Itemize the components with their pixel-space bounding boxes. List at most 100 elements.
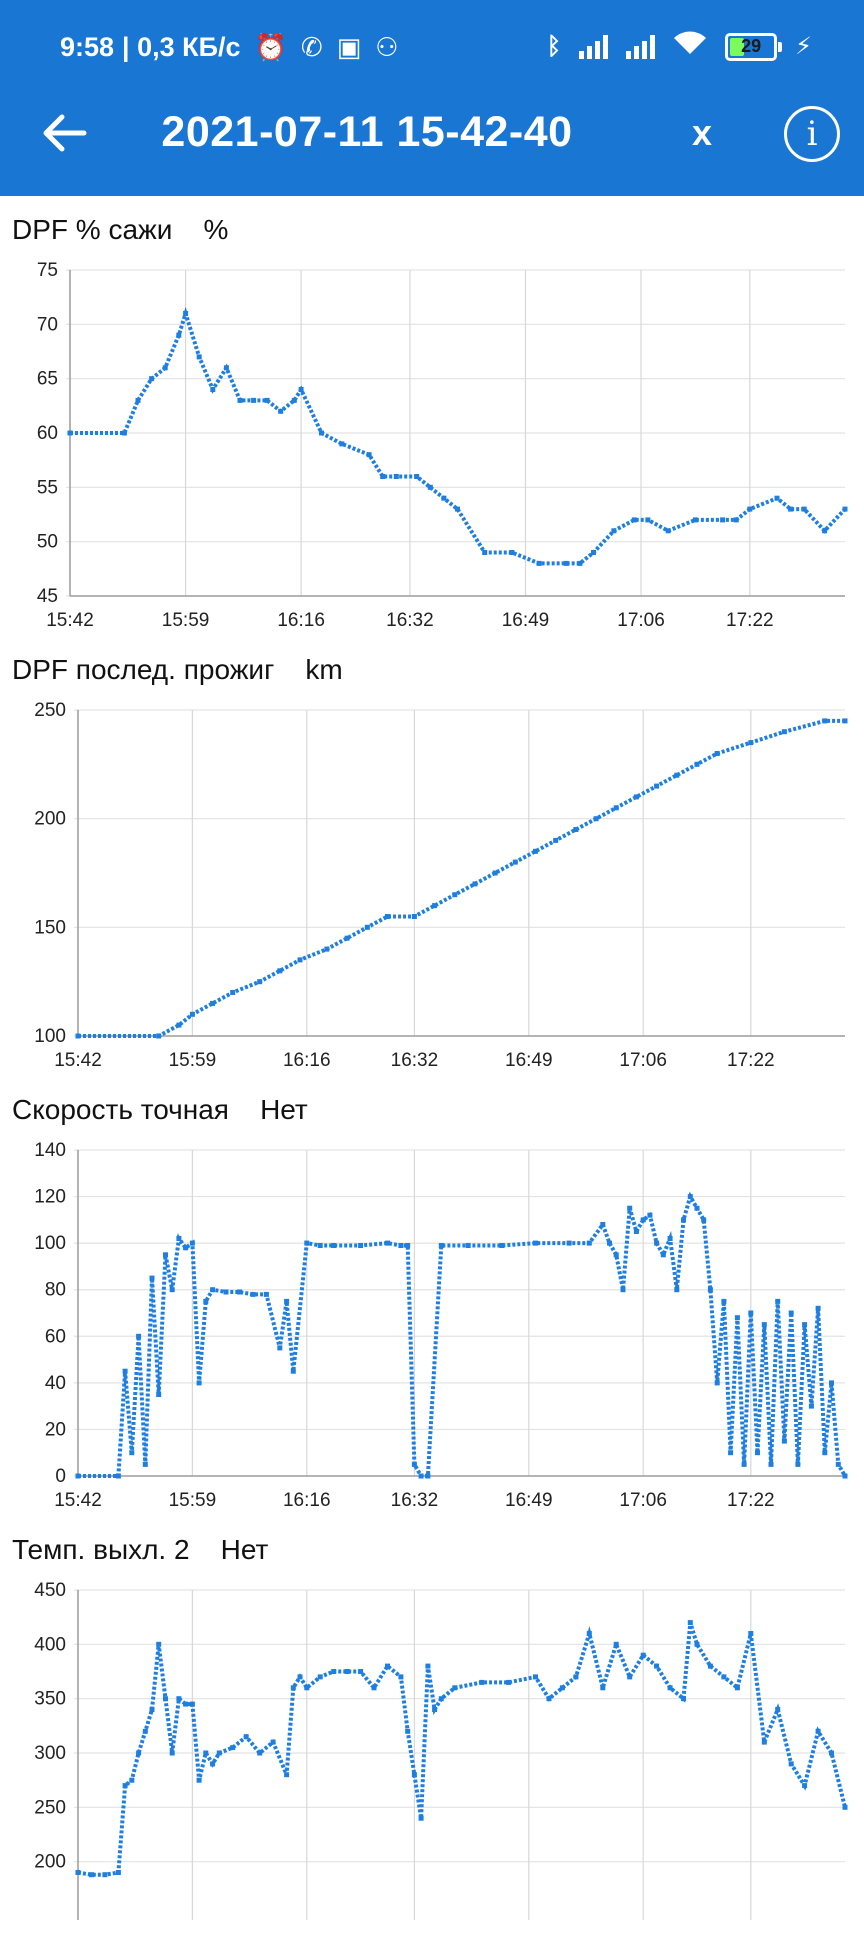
data-point xyxy=(654,783,660,789)
data-point xyxy=(278,408,284,414)
data-point xyxy=(257,979,263,985)
y-tick-label: 200 xyxy=(34,1852,66,1873)
data-point xyxy=(707,1663,713,1669)
data-point xyxy=(176,1022,182,1028)
data-point xyxy=(257,1750,263,1756)
y-tick-label: 45 xyxy=(37,586,58,607)
data-point xyxy=(358,1243,364,1248)
series-line xyxy=(78,1191,847,1478)
data-point xyxy=(223,365,229,371)
data-point xyxy=(304,1240,310,1246)
data-point xyxy=(277,968,283,974)
data-point xyxy=(89,1872,94,1878)
chart-exhaust-temp: 200 250 300 350 400 450 xyxy=(34,1580,848,1920)
data-point xyxy=(425,1663,431,1669)
data-point xyxy=(781,729,787,735)
bluetooth-icon: ᛒ xyxy=(546,32,562,60)
data-point xyxy=(536,560,542,566)
data-point xyxy=(795,1461,801,1467)
data-point xyxy=(196,1777,202,1783)
data-point xyxy=(230,990,236,995)
data-point xyxy=(573,1674,579,1680)
close-button[interactable]: x xyxy=(692,112,713,153)
info-button[interactable]: i xyxy=(784,106,840,162)
data-point xyxy=(304,1685,310,1691)
chart-dpf-soot: 45 50 55 60 65 70 75 15:42 15:59 16:16 16:32 16:49 1… xyxy=(37,260,848,631)
data-point xyxy=(121,430,127,436)
data-point xyxy=(801,506,807,512)
data-point xyxy=(163,1696,168,1702)
y-tick-label: 50 xyxy=(37,532,58,553)
x-tick-label: 16:32 xyxy=(391,1050,439,1071)
data-point xyxy=(842,506,848,512)
data-point xyxy=(393,474,399,479)
people-icon: ⚇ xyxy=(375,32,399,62)
data-point xyxy=(142,1728,148,1734)
y-tick-label: 70 xyxy=(37,314,58,335)
data-point xyxy=(385,1240,390,1246)
data-point xyxy=(452,1685,458,1691)
data-point xyxy=(156,1033,162,1039)
data-point xyxy=(640,1217,646,1223)
data-point xyxy=(455,506,460,512)
data-point xyxy=(728,1450,734,1456)
x-tick-label: 16:49 xyxy=(505,1050,553,1071)
data-point xyxy=(135,397,141,403)
data-point xyxy=(509,550,515,555)
data-point xyxy=(566,1240,572,1246)
data-point xyxy=(223,1289,229,1295)
data-point xyxy=(654,1663,660,1669)
data-point xyxy=(270,1739,276,1745)
y-tick-label: 300 xyxy=(34,1743,66,1764)
data-point xyxy=(176,1696,182,1702)
data-point xyxy=(405,1728,411,1734)
data-point xyxy=(842,1804,848,1810)
data-point xyxy=(591,550,596,555)
data-point xyxy=(203,1298,209,1304)
data-point xyxy=(129,1450,135,1456)
data-point xyxy=(331,1243,337,1248)
data-point xyxy=(607,1240,612,1246)
back-arrow-icon[interactable] xyxy=(40,108,88,158)
y-tick-label: 400 xyxy=(34,1634,66,1655)
data-point xyxy=(842,718,848,724)
data-point xyxy=(136,1333,142,1339)
x-tick-label: 17:06 xyxy=(617,610,665,631)
data-point xyxy=(654,1240,660,1246)
data-point xyxy=(802,1322,808,1328)
series-line xyxy=(77,1622,847,1877)
data-point xyxy=(284,1772,290,1778)
data-point xyxy=(829,1380,834,1386)
data-point xyxy=(115,1870,121,1875)
y-tick-label: 450 xyxy=(34,1580,66,1601)
teams-icon: ▣ xyxy=(336,32,362,62)
x-tick-label: 17:06 xyxy=(619,1050,667,1071)
data-point xyxy=(75,1870,81,1875)
x-tick-label: 17:22 xyxy=(727,1050,775,1071)
data-point xyxy=(822,1450,828,1456)
data-point xyxy=(747,506,753,512)
page-title: 2021-07-11 15-42-40 xyxy=(161,108,573,156)
data-point xyxy=(297,1674,303,1680)
data-point xyxy=(331,1669,337,1674)
data-point xyxy=(788,506,794,512)
x-tick-label: 16:49 xyxy=(502,610,550,631)
data-point xyxy=(506,1679,512,1685)
data-point xyxy=(647,1212,653,1218)
status-net-speed: | 0,3 КБ/с xyxy=(122,32,241,62)
chart-title-dpf-last-regen: DPF послед. прожиг km xyxy=(12,654,343,685)
data-point xyxy=(613,1641,619,1647)
battery-icon: 29 xyxy=(725,32,783,61)
data-point xyxy=(290,1685,296,1691)
data-point xyxy=(385,1663,390,1669)
y-tick-label: 20 xyxy=(45,1419,66,1440)
data-point xyxy=(156,1392,162,1397)
data-point xyxy=(210,387,216,392)
data-point xyxy=(183,311,189,316)
data-point xyxy=(196,354,202,360)
data-point xyxy=(775,1707,781,1712)
data-point xyxy=(721,1674,727,1680)
data-point xyxy=(465,1243,471,1248)
chart-title-exhaust-temp: Темп. выхл. 2 Нет xyxy=(12,1534,269,1565)
data-point xyxy=(75,1033,81,1039)
